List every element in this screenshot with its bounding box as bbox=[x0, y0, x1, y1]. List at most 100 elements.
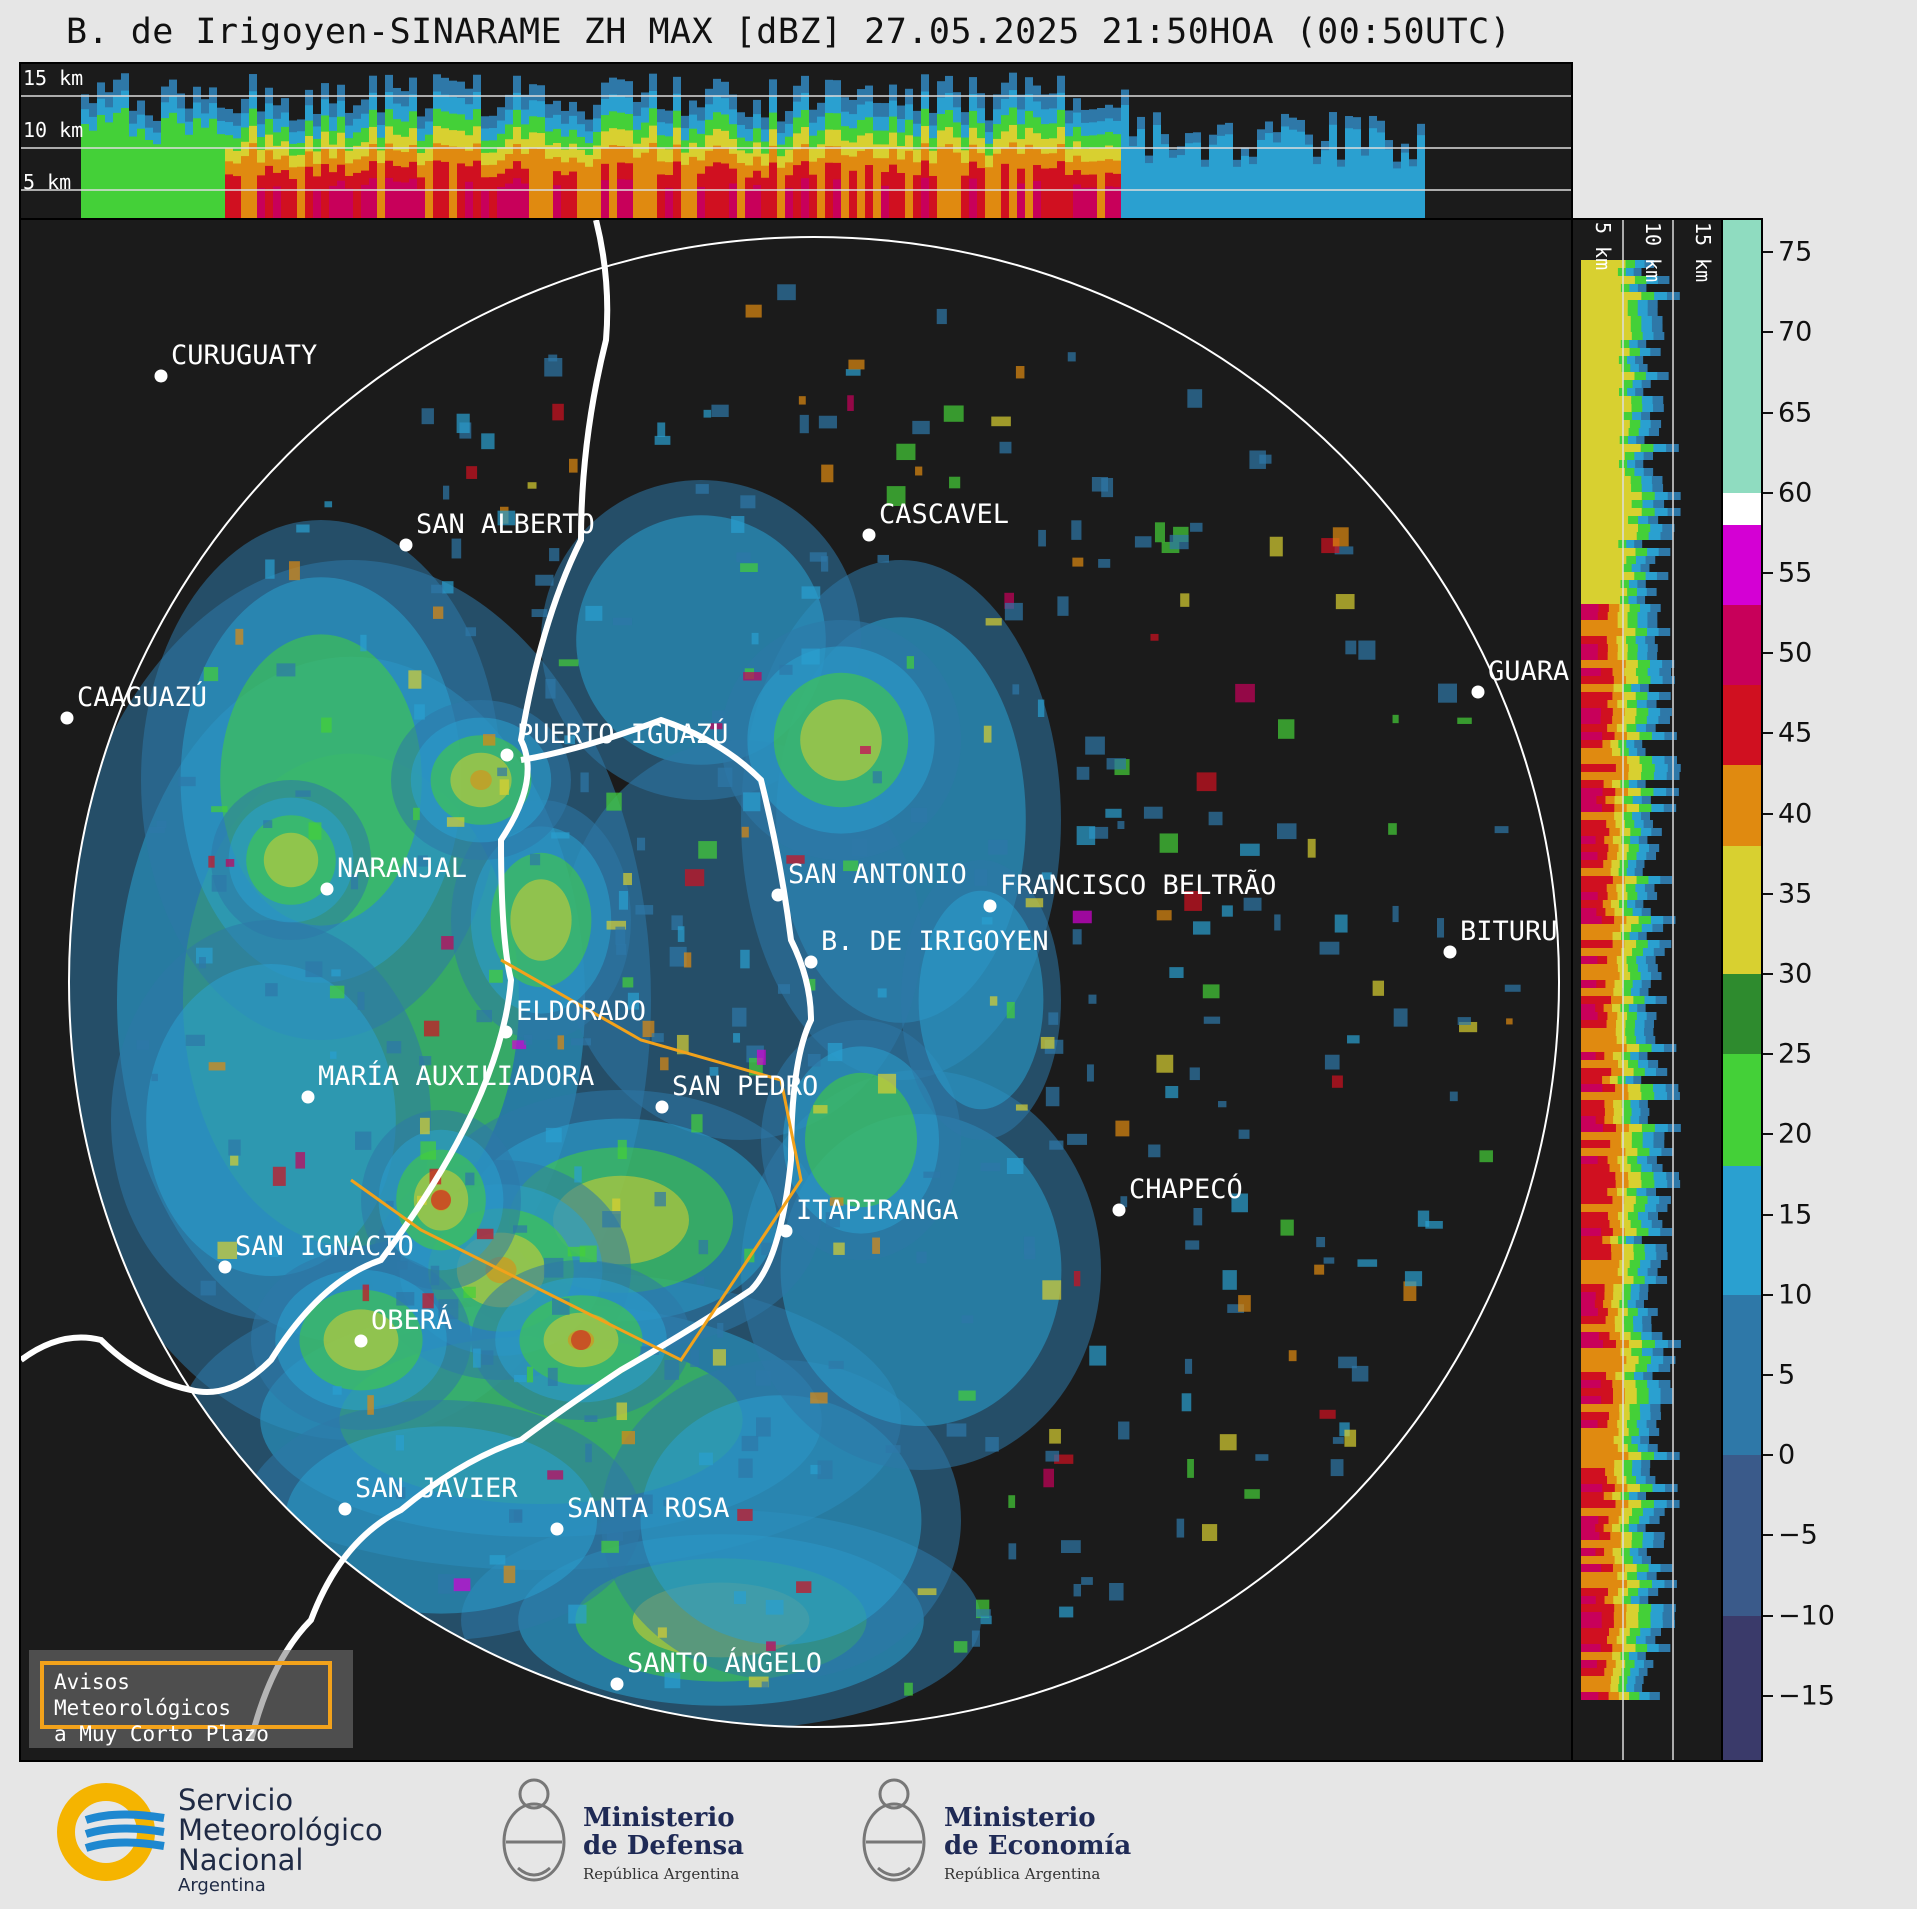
city-marker[interactable] bbox=[1443, 945, 1457, 959]
colorbar-tick bbox=[1763, 1133, 1773, 1136]
echo-pixel bbox=[431, 584, 444, 594]
profile-row bbox=[1581, 1260, 1620, 1268]
colorbar-tick bbox=[1763, 1374, 1773, 1376]
profile-row bbox=[1581, 1284, 1605, 1292]
echo-pixel bbox=[1023, 1236, 1035, 1255]
profile-row bbox=[1581, 428, 1629, 436]
profile-column bbox=[393, 181, 401, 218]
echo-pixel bbox=[953, 1641, 968, 1653]
profile-column bbox=[1025, 144, 1033, 218]
colorbar-tick bbox=[1763, 1213, 1773, 1216]
profile-column bbox=[649, 142, 657, 218]
profile-column bbox=[1273, 142, 1281, 218]
profile-column bbox=[801, 178, 809, 218]
city-marker[interactable] bbox=[550, 1522, 564, 1536]
echo-pixel bbox=[807, 1053, 821, 1067]
echo-pixel bbox=[211, 875, 227, 892]
profile-column bbox=[697, 187, 705, 218]
profile-row bbox=[1581, 700, 1608, 708]
echo-pixel bbox=[178, 776, 196, 787]
echo-pixel bbox=[916, 1251, 927, 1264]
radar-ppi-map[interactable]: CURUGUATY SAN ALBERTO CASCAVEL CAAGUAZÚ GUAR… bbox=[19, 218, 1573, 1762]
city-marker[interactable] bbox=[338, 1502, 352, 1516]
city-marker[interactable] bbox=[771, 888, 785, 902]
echo-pixel bbox=[483, 734, 496, 746]
echo-pixel bbox=[451, 538, 462, 559]
echo-pixel bbox=[877, 988, 887, 998]
echo-pixel bbox=[357, 991, 365, 1010]
city-marker[interactable] bbox=[804, 955, 818, 969]
city-marker[interactable] bbox=[499, 1025, 513, 1039]
echo-pixel bbox=[456, 413, 470, 434]
city-marker[interactable] bbox=[301, 1090, 315, 1104]
echo-pixel bbox=[523, 1034, 533, 1045]
echo-pixel bbox=[709, 1067, 719, 1076]
echo-pixel bbox=[1504, 984, 1521, 992]
city-marker[interactable] bbox=[983, 899, 997, 913]
echo-pixel bbox=[1185, 1240, 1200, 1250]
profile-column bbox=[1329, 124, 1337, 218]
city-marker[interactable] bbox=[60, 711, 74, 725]
echo-pixel bbox=[476, 1009, 493, 1023]
echo-pixel bbox=[1238, 1129, 1250, 1139]
echo-pixel bbox=[1076, 766, 1090, 780]
echo-pixel bbox=[544, 358, 563, 377]
city-label: GUARA bbox=[1488, 656, 1570, 687]
echo-pixel bbox=[748, 1676, 769, 1688]
echo-pixel bbox=[738, 1458, 753, 1478]
echo-pixel bbox=[208, 1062, 226, 1071]
city-label: FRANCISCO BELTRÃO bbox=[1000, 870, 1277, 901]
echo-pixel bbox=[1192, 921, 1211, 935]
profile-column bbox=[1353, 129, 1361, 218]
echo-pixel bbox=[395, 1435, 405, 1451]
echo-pixel bbox=[1156, 910, 1172, 921]
echo-pixel bbox=[1081, 1577, 1093, 1585]
profile-row bbox=[1581, 604, 1599, 612]
echo-pixel bbox=[295, 1152, 306, 1169]
echo-pixel bbox=[1089, 1345, 1107, 1366]
profile-row bbox=[1581, 1092, 1629, 1100]
city-marker[interactable] bbox=[154, 369, 168, 383]
profile-row bbox=[1581, 788, 1603, 796]
echo-pixel bbox=[761, 1681, 769, 1689]
city-marker[interactable] bbox=[1112, 1203, 1126, 1217]
echo-pixel bbox=[1072, 557, 1084, 567]
economia-line-2: de Economía bbox=[944, 1831, 1132, 1861]
echo-pixel bbox=[1338, 1356, 1357, 1369]
echo-pixel bbox=[1169, 967, 1184, 978]
echo-pixel bbox=[910, 807, 927, 823]
profile-row bbox=[1581, 588, 1628, 596]
echo-pixel bbox=[1165, 1085, 1179, 1099]
colorbar-tick bbox=[1763, 1293, 1773, 1296]
echo-pixel bbox=[904, 1682, 913, 1696]
colorbar-tick bbox=[1763, 972, 1773, 975]
city-marker[interactable] bbox=[610, 1677, 624, 1691]
city-marker[interactable] bbox=[779, 1224, 793, 1238]
city-marker[interactable] bbox=[862, 528, 876, 542]
profile-column bbox=[857, 150, 865, 218]
profile-row bbox=[1581, 1660, 1597, 1668]
profile-row bbox=[1581, 1428, 1619, 1436]
escudo-economia-icon bbox=[854, 1772, 934, 1900]
echo-pixel bbox=[217, 1241, 238, 1259]
echo-pixel bbox=[617, 1139, 627, 1159]
profile-column bbox=[881, 185, 889, 218]
city-marker[interactable] bbox=[1471, 685, 1485, 699]
echo-pixel bbox=[512, 1040, 527, 1050]
city-marker[interactable] bbox=[218, 1260, 232, 1274]
top-profile-level-label: 5 km bbox=[23, 170, 72, 194]
city-marker[interactable] bbox=[500, 748, 514, 762]
city-marker[interactable] bbox=[320, 882, 334, 896]
echo-pixel bbox=[1392, 714, 1399, 724]
profile-row bbox=[1581, 1676, 1612, 1684]
city-marker[interactable] bbox=[655, 1100, 669, 1114]
profile-row bbox=[1581, 1484, 1603, 1492]
defensa-line-3: República Argentina bbox=[583, 1865, 740, 1883]
profile-column bbox=[505, 183, 513, 218]
profile-row bbox=[1581, 732, 1603, 740]
city-marker[interactable] bbox=[399, 538, 413, 552]
profile-row bbox=[1581, 772, 1629, 780]
echo-pixel bbox=[441, 936, 454, 950]
echo-pixel bbox=[1403, 1281, 1417, 1302]
city-marker[interactable] bbox=[354, 1334, 368, 1348]
